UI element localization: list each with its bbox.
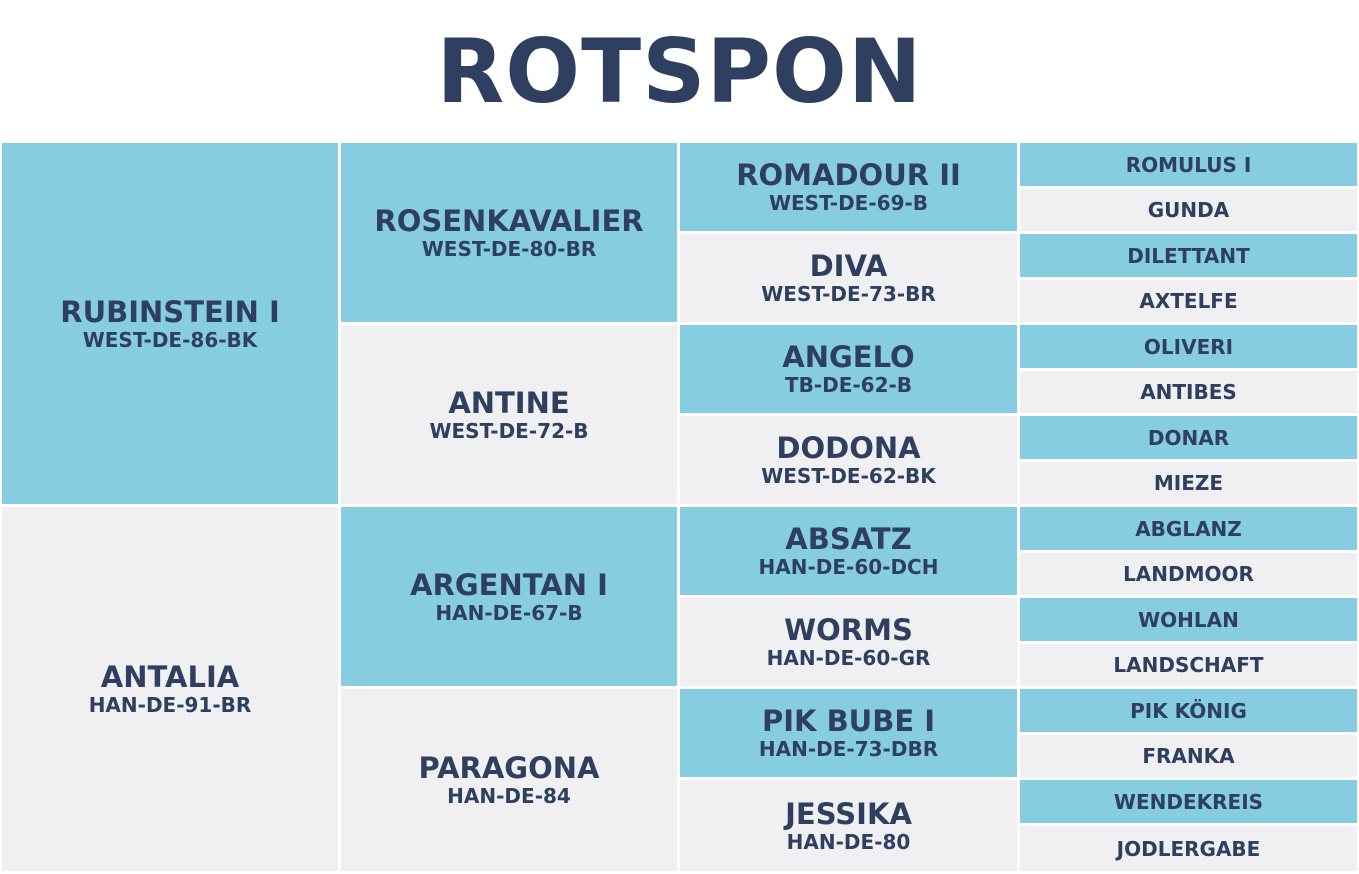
pedigree-cell-gen4-2: DILETTANT	[1020, 234, 1357, 277]
registration-code: HAN-DE-60-GR	[766, 646, 931, 670]
pedigree-cell-gen4-1: GUNDA	[1020, 189, 1357, 231]
registration-code: WEST-DE-86-BK	[82, 327, 258, 352]
pedigree-cell-gen4-7: MIEZE	[1020, 462, 1357, 504]
pedigree-cell-gen4-6: DONAR	[1020, 416, 1357, 459]
horse-name: ROMADOUR II	[736, 158, 961, 192]
pedigree-cell-gen3-2: ANGELO TB-DE-62-B	[680, 325, 1017, 413]
horse-name: DILETTANT	[1127, 243, 1250, 268]
pedigree-cell-gen4-8: ABGLANZ	[1020, 507, 1357, 550]
horse-name: RUBINSTEIN I	[60, 294, 280, 329]
pedigree-cell-gen3-6: PIK BUBE I HAN-DE-73-DBR	[680, 689, 1017, 777]
registration-code: WEST-DE-72-B	[429, 418, 589, 443]
horse-name: PIK KÖNIG	[1130, 698, 1247, 723]
registration-code: HAN-DE-73-DBR	[758, 737, 939, 761]
horse-name: LANDMOOR	[1123, 562, 1254, 586]
registration-code: HAN-DE-80	[786, 829, 911, 854]
registration-code: HAN-DE-84	[447, 784, 571, 808]
registration-code: HAN-DE-67-B	[435, 600, 583, 625]
horse-name: LANDSCHAFT	[1113, 653, 1264, 677]
horse-name: AXTELFE	[1139, 289, 1238, 313]
registration-code: TB-DE-62-B	[784, 373, 913, 397]
pedigree-cell-gen2-0: ROSENKAVALIER WEST-DE-80-BR	[341, 143, 677, 322]
pedigree-cell-gen2-2: ARGENTAN I HAN-DE-67-B	[341, 507, 677, 686]
horse-name: PIK BUBE I	[761, 704, 936, 738]
horse-name: PARAGONA	[418, 751, 600, 785]
pedigree-cell-gen3-4: ABSATZ HAN-DE-60-DCH	[680, 507, 1017, 595]
horse-name: FRANKA	[1142, 744, 1235, 768]
horse-name: OLIVERI	[1143, 334, 1234, 359]
horse-name: WORMS	[784, 613, 913, 647]
registration-code: HAN-DE-91-BR	[88, 693, 252, 717]
pedigree-cell-gen4-0: ROMULUS I	[1020, 143, 1357, 186]
horse-name: DONAR	[1147, 425, 1230, 450]
pedigree-cell-gen2-1: ANTINE WEST-DE-72-B	[341, 325, 677, 504]
pedigree-cell-gen4-13: FRANKA	[1020, 735, 1357, 777]
pedigree-cell-gen3-5: WORMS HAN-DE-60-GR	[680, 598, 1017, 686]
pedigree-cell-gen4-11: LANDSCHAFT	[1020, 644, 1357, 686]
pedigree-cell-gen3-0: ROMADOUR II WEST-DE-69-B	[680, 143, 1017, 231]
registration-code: HAN-DE-60-DCH	[758, 555, 939, 579]
pedigree-cell-gen4-9: LANDMOOR	[1020, 553, 1357, 595]
horse-name: ROMULUS I	[1125, 152, 1252, 177]
horse-name: ABSATZ	[785, 522, 912, 556]
horse-name: ARGENTAN I	[410, 567, 608, 602]
horse-name: MIEZE	[1153, 471, 1224, 495]
pedigree-cell-gen4-4: OLIVERI	[1020, 325, 1357, 368]
pedigree-cell-gen4-5: ANTIBES	[1020, 371, 1357, 413]
horse-name: DODONA	[776, 431, 921, 465]
pedigree-cell-gen3-3: DODONA WEST-DE-62-BK	[680, 416, 1017, 504]
pedigree-cell-gen4-12: PIK KÖNIG	[1020, 689, 1357, 732]
horse-name: ANTALIA	[100, 660, 240, 694]
horse-name: ROSENKAVALIER	[374, 203, 644, 238]
registration-code: WEST-DE-80-BR	[421, 236, 597, 261]
horse-name: ANTINE	[448, 385, 570, 420]
pedigree-cell-gen4-14: WENDEKREIS	[1020, 780, 1357, 823]
horse-name: ANGELO	[782, 340, 915, 374]
horse-name: WOHLAN	[1138, 607, 1239, 632]
horse-name: JODLERGABE	[1116, 836, 1261, 861]
horse-name: JESSIKA	[785, 796, 912, 831]
horse-name: ANTIBES	[1140, 380, 1237, 404]
horse-name: WENDEKREIS	[1113, 789, 1264, 814]
registration-code: WEST-DE-69-B	[768, 191, 929, 215]
horse-name: GUNDA	[1147, 198, 1230, 222]
pedigree-cell-gen3-1: DIVA WEST-DE-73-BR	[680, 234, 1017, 322]
pedigree-cell-gen4-15: JODLERGABE	[1020, 826, 1357, 871]
registration-code: WEST-DE-62-BK	[761, 464, 936, 488]
pedigree-cell-gen4-3: AXTELFE	[1020, 280, 1357, 322]
pedigree-cell-gen4-10: WOHLAN	[1020, 598, 1357, 641]
pedigree-cell-gen1-1: ANTALIA HAN-DE-91-BR	[2, 507, 338, 871]
pedigree-title: ROTSPON	[436, 20, 923, 123]
pedigree-cell-gen1-0: RUBINSTEIN I WEST-DE-86-BK	[2, 143, 338, 504]
pedigree-cell-gen2-3: PARAGONA HAN-DE-84	[341, 689, 677, 871]
registration-code: WEST-DE-73-BR	[761, 282, 936, 306]
horse-name: DIVA	[809, 249, 888, 283]
horse-name: ABGLANZ	[1135, 516, 1242, 541]
pedigree-cell-gen3-7: JESSIKA HAN-DE-80	[680, 780, 1017, 871]
